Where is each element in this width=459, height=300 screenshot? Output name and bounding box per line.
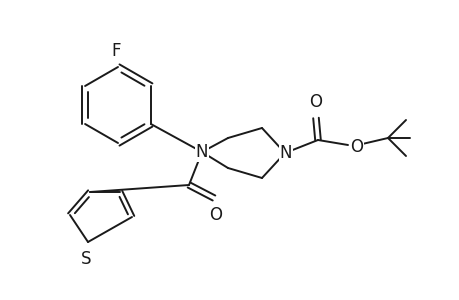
Text: S: S xyxy=(81,250,91,268)
Text: N: N xyxy=(279,144,291,162)
Text: F: F xyxy=(111,42,120,60)
Text: N: N xyxy=(196,143,208,161)
Text: O: O xyxy=(209,206,222,224)
Text: O: O xyxy=(309,93,322,111)
Text: O: O xyxy=(349,138,362,156)
